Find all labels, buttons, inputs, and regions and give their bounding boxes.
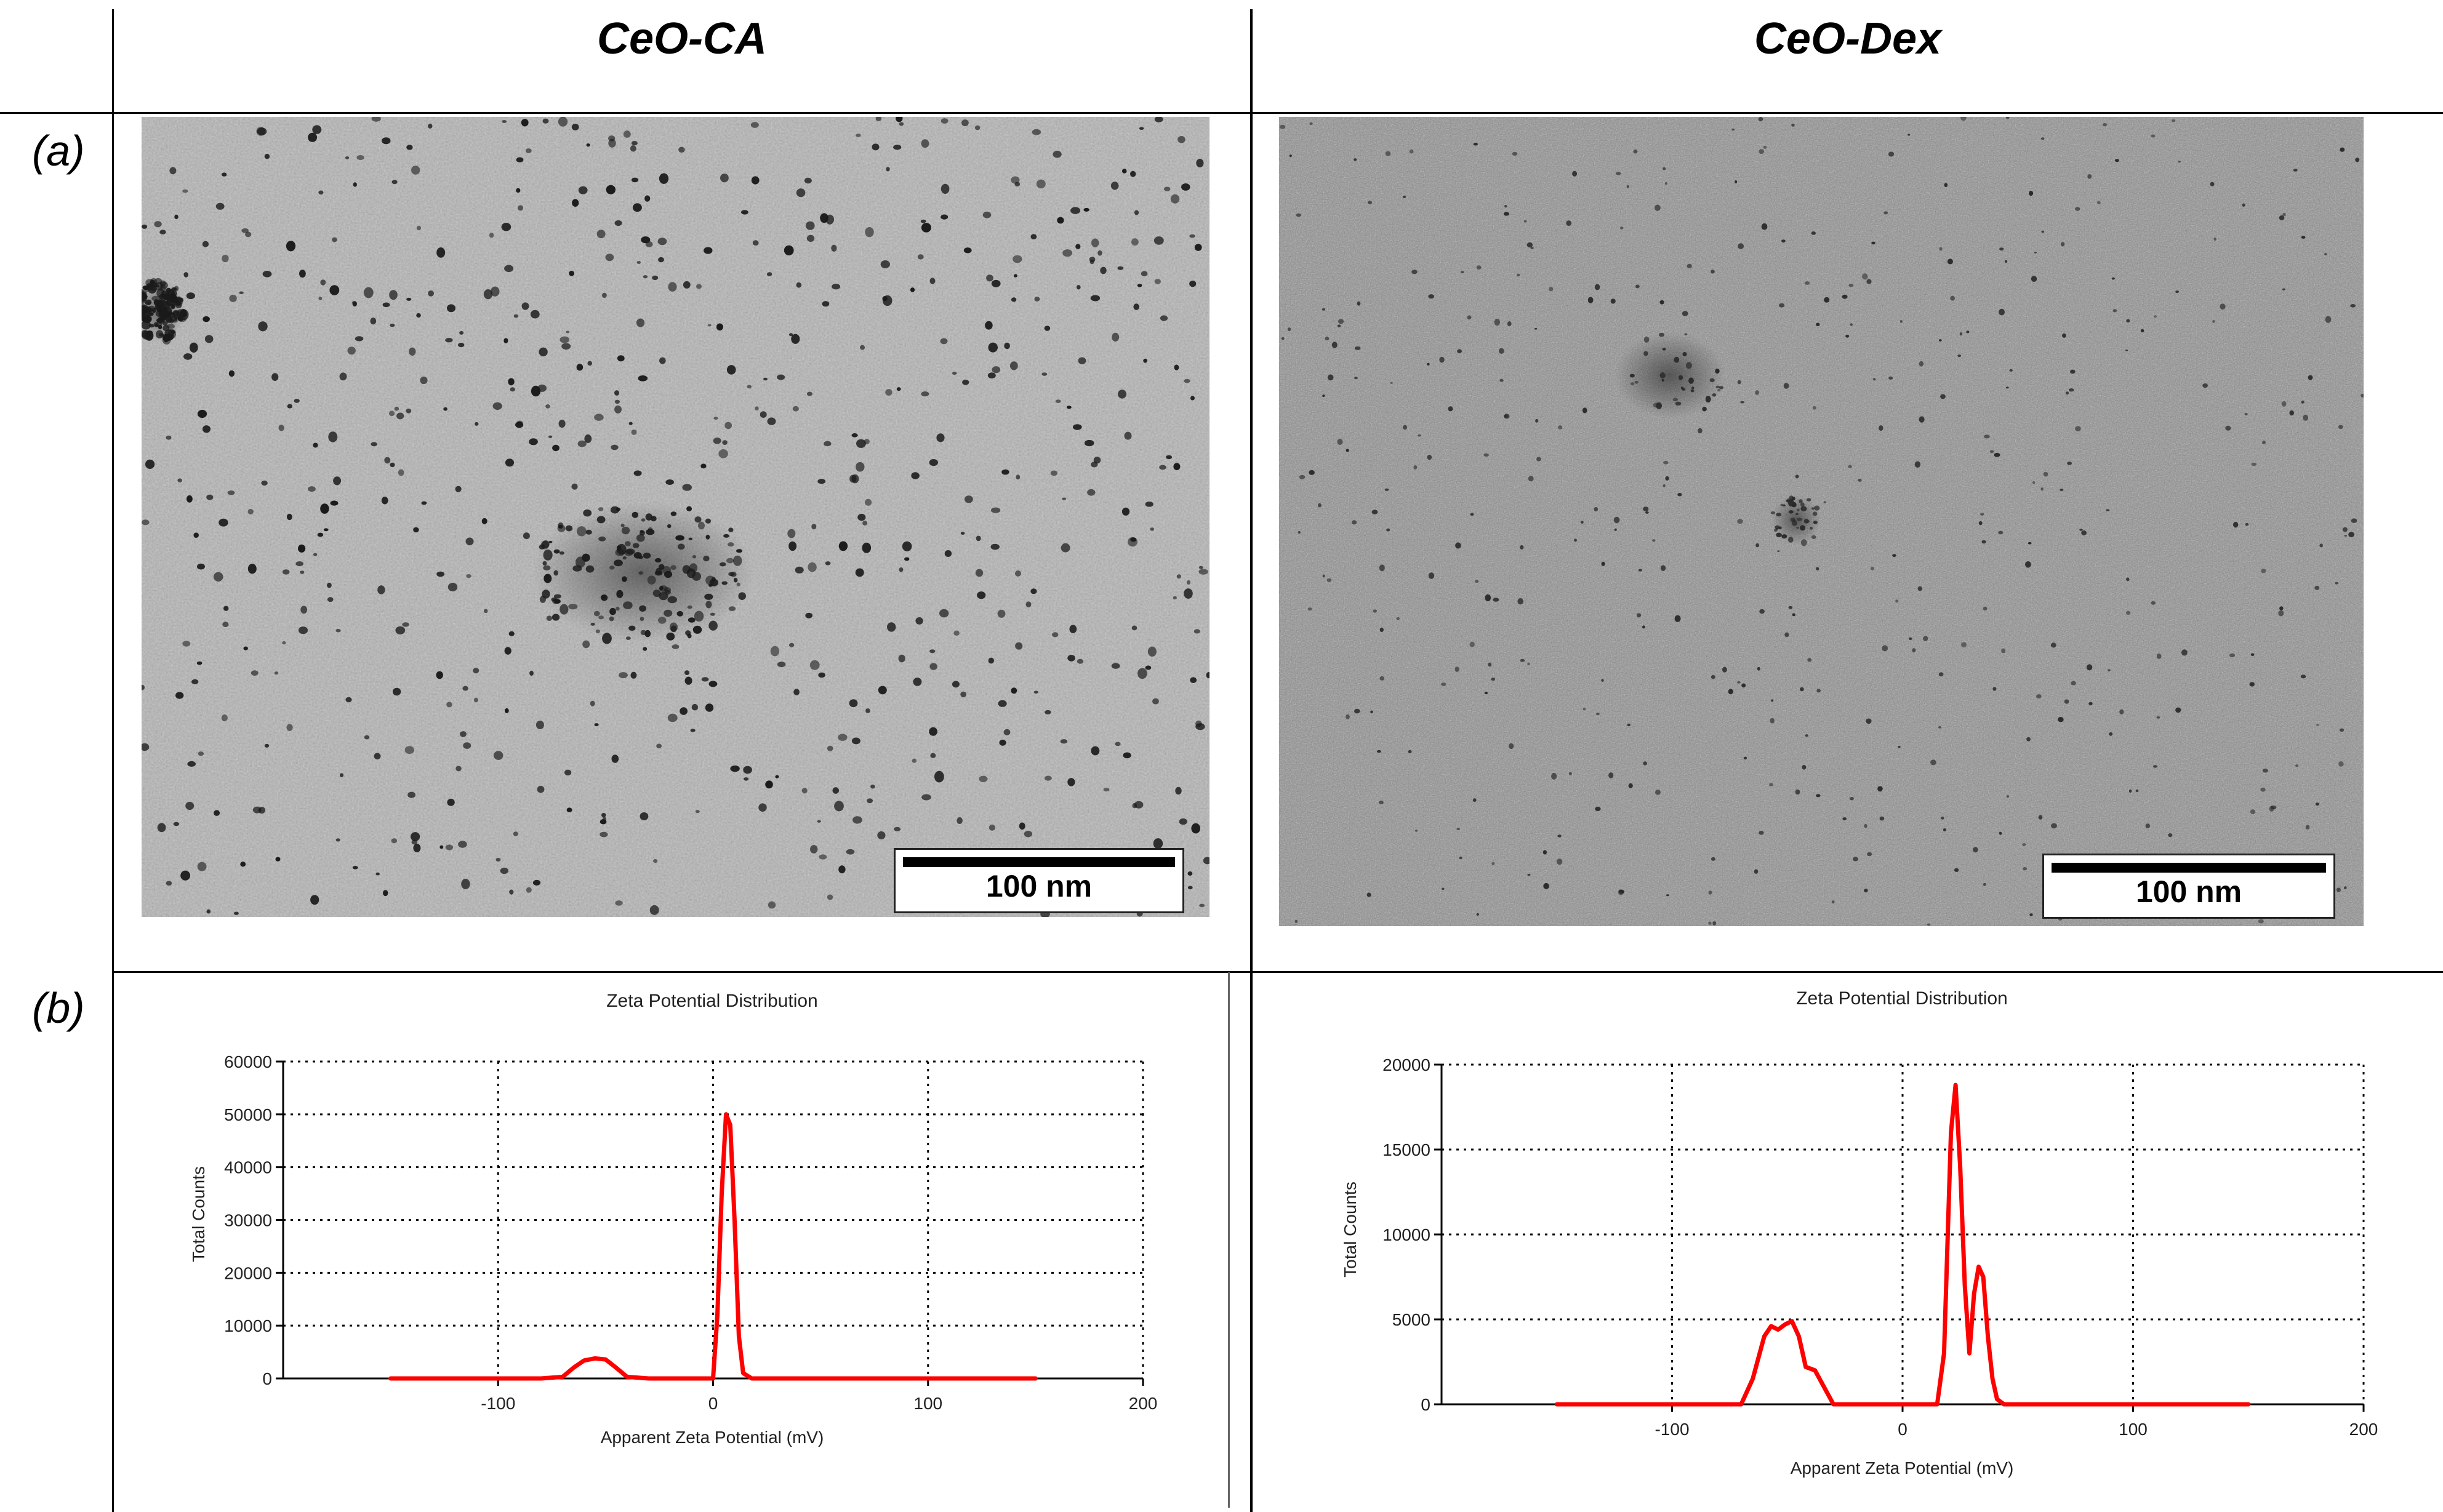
row-label-a: (a) [32,127,85,175]
x-axis-label: Apparent Zeta Potential (mV) [1791,1458,2014,1478]
x-tick-label: -100 [481,1394,515,1413]
y-tick-label: 20000 [224,1263,272,1282]
y-tick-label: 5000 [1392,1310,1430,1329]
y-tick-label: 0 [262,1369,272,1388]
y-tick-label: 50000 [224,1105,272,1124]
scale-bar-line [903,857,1175,867]
x-tick-label: 100 [2119,1420,2148,1439]
y-tick-label: 15000 [1382,1140,1430,1159]
grid-horizontal-mid [112,971,2443,973]
chart-title: Zeta Potential Distribution [606,991,818,1011]
column-title-ceo-ca: CeO-CA [596,14,767,63]
x-tick-label: 0 [1898,1420,1907,1439]
y-tick-label: 10000 [224,1316,272,1335]
tem-cluster [1771,495,1821,545]
tem-particles [142,117,1209,917]
x-tick-label: 200 [2349,1420,2378,1439]
scale-bar-label: 100 nm [2135,874,2242,909]
grid-horizontal-top [0,112,2443,114]
x-tick-label: 0 [708,1394,718,1413]
x-tick-label: 100 [913,1394,942,1413]
x-axis-label: Apparent Zeta Potential (mV) [601,1428,824,1447]
scale-bar-line [2052,863,2326,873]
grid-vertical-mid [1250,9,1253,1512]
chart-title: Zeta Potential Distribution [1796,988,2008,1009]
y-tick-label: 40000 [224,1158,272,1177]
y-tick-label: 20000 [1382,1055,1430,1074]
tem-particles [1279,117,2364,926]
scale-bar: 100 nm [894,848,1184,913]
grid-vertical-chart-divider [1228,972,1230,1508]
scale-bar: 100 nm [2042,854,2335,919]
x-tick-label: -100 [1655,1420,1689,1439]
tem-texture [1279,117,2364,926]
series-line [1554,1082,2251,1407]
y-tick-label: 30000 [224,1211,272,1230]
tem-cluster [1615,332,1725,418]
y-tick-label: 10000 [1382,1225,1430,1244]
y-tick-label: 60000 [224,1052,272,1071]
y-axis-label: Total Counts [189,1166,208,1262]
x-tick-label: 200 [1129,1394,1158,1413]
row-label-b: (b) [32,984,85,1032]
y-tick-label: 0 [1421,1395,1430,1414]
tem-texture [142,117,1209,917]
scale-bar-label: 100 nm [985,869,1093,903]
column-title-ceo-dex: CeO-Dex [1754,14,1942,63]
tem-image-ceo-dex: 100 nm [1279,117,2364,926]
tem-cluster [532,502,754,643]
tem-image-ceo-ca: 100 nm [142,117,1209,917]
y-axis-label: Total Counts [1341,1182,1360,1278]
grid-vertical-left [112,9,114,1512]
series-line [388,1112,1038,1381]
tem-noise [1279,117,2364,926]
